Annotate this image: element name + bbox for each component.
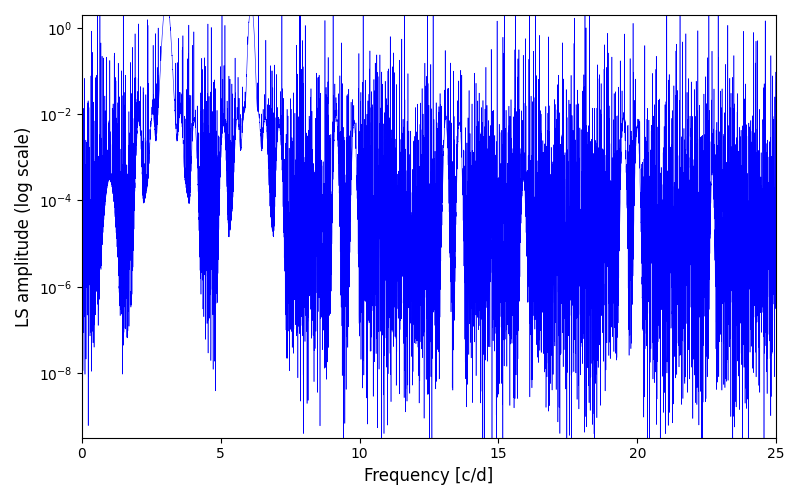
X-axis label: Frequency [c/d]: Frequency [c/d] bbox=[364, 467, 494, 485]
Y-axis label: LS amplitude (log scale): LS amplitude (log scale) bbox=[15, 126, 33, 326]
